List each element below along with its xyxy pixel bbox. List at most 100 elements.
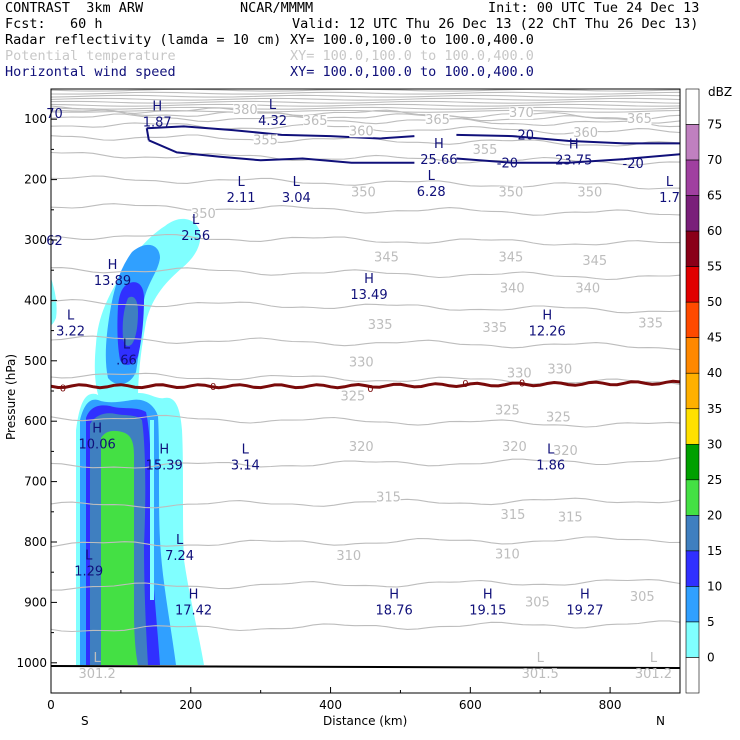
wind-field-name: Horizontal wind speed [5, 64, 176, 80]
theta-low-letter: L [537, 651, 545, 666]
theta-label: 365 [425, 113, 450, 128]
hl-letter: H [108, 258, 118, 273]
colorbar-swatch [685, 443, 700, 481]
colorbar-swatch [685, 337, 700, 374]
theta-label: 315 [558, 510, 583, 525]
theta-label-bg [507, 367, 532, 380]
theta-label: 335 [368, 318, 393, 333]
colorbar-level: 30 [707, 437, 722, 451]
colorbar-swatch [685, 195, 700, 232]
colorbar-level: 50 [707, 295, 722, 309]
theta-label-bg [575, 282, 600, 295]
hl-letter: L [192, 213, 200, 228]
hl-letter: L [67, 308, 75, 323]
colorbar-level: 40 [707, 366, 722, 380]
theta-contour [51, 620, 680, 633]
theta-label-bg [482, 322, 507, 335]
theta-label: 315 [501, 508, 526, 523]
theta-label-bg [253, 134, 278, 147]
theta-label: 310 [336, 549, 361, 564]
theta-label: 335 [638, 316, 663, 331]
freezing-label: 0 [519, 379, 525, 390]
theta-label-bg [498, 251, 523, 264]
hl-value: 17.42 [175, 603, 212, 618]
theta-label-bg [233, 104, 258, 117]
colorbar-level: 65 [707, 189, 722, 203]
theta-label-bg [553, 444, 578, 457]
hl-value: 23.75 [555, 153, 592, 168]
hl-letter: H [92, 421, 102, 436]
hl-letter: L [123, 337, 131, 352]
hl-letter: L [176, 533, 184, 548]
colorbar-level: 0 [707, 650, 715, 664]
forecast-hour: Fcst: 60 h [5, 16, 103, 32]
contour-labels: 380 370 365 365 365 360 360 355 355 350 350 350 350 3… [46, 103, 663, 610]
wind-contour [148, 139, 415, 164]
theta-label-bg [547, 363, 572, 376]
colorbar-level: 5 [707, 615, 715, 629]
theta-label: 325 [495, 403, 520, 418]
theta-label: 370 [509, 106, 534, 121]
theta-contour-upper [51, 103, 680, 107]
hl-value: 2.56 [181, 229, 210, 244]
theta-contour-upper [51, 109, 680, 113]
theta-contour [51, 175, 680, 190]
freezing-level [51, 379, 680, 390]
colorbar-level: 55 [707, 260, 722, 274]
wind-contour [456, 153, 680, 164]
freezing-label: 0 [60, 383, 66, 394]
hl-value: 3.22 [56, 324, 85, 339]
theta-label: 305 [525, 595, 550, 610]
reflectivity-field-xy: XY= 100.0,100.0 to 100.0,400.0 [290, 32, 534, 48]
wind-contours [145, 125, 680, 164]
hl-letter: L [269, 98, 277, 113]
hl-value: 1.7 [659, 191, 680, 206]
direction-north: N [656, 714, 665, 728]
hl-letter: H [152, 99, 162, 114]
hl-letter: H [189, 587, 199, 602]
y-tick-label: 200 [24, 173, 47, 187]
y-axis-title: Pressure (hPa) [4, 354, 18, 440]
theta-label: 330 [547, 362, 572, 377]
surface-line [50, 665, 681, 669]
colorbar-swatch [685, 621, 700, 658]
colorbar-swatch [685, 408, 700, 445]
colorbar-swatch [685, 657, 700, 694]
edge-value-label: 70 [46, 107, 63, 122]
theta-contour [51, 151, 680, 166]
hl-letter: L [85, 549, 93, 564]
reflectivity-shading [51, 218, 204, 665]
hl-letter: H [389, 587, 399, 602]
y-tick-label: 500 [24, 354, 47, 368]
theta-low-letter: L [650, 651, 658, 666]
theta-contour [51, 113, 680, 128]
hl-value: 18.76 [376, 603, 413, 618]
theta-contour [51, 233, 680, 246]
theta-contour [51, 105, 680, 121]
colorbar-swatch [685, 550, 700, 587]
wind-label: -20 [513, 129, 534, 144]
y-tick-label: 800 [24, 535, 47, 549]
colorbar-swatch [685, 159, 700, 196]
colorbar-swatch [685, 515, 700, 552]
hl-letter: L [237, 175, 245, 190]
hl-letter: H [434, 137, 444, 152]
theta-contour [51, 299, 680, 314]
theta-label-bg [336, 549, 361, 562]
wind-label: -20 [623, 157, 644, 172]
x-axis-title: Distance (km) [323, 714, 407, 728]
theta-label-bg [425, 113, 450, 126]
theta-label-bg [502, 441, 527, 454]
theta-contour-upper [51, 97, 680, 101]
theta-contour [51, 335, 680, 351]
hl-value: 13.89 [94, 274, 131, 289]
hl-letter: H [580, 587, 590, 602]
theta-label-bg [376, 491, 401, 504]
theta-label-bg [349, 441, 374, 454]
hl-value: 1.29 [74, 565, 103, 580]
hl-value: 19.27 [566, 603, 603, 618]
theta-label: 345 [582, 254, 607, 269]
y-tick-label: 300 [24, 233, 47, 247]
theta-label-bg [368, 319, 393, 332]
